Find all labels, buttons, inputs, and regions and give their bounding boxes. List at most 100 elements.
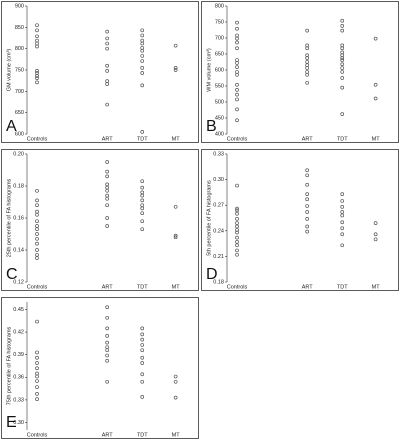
data-point — [35, 209, 39, 214]
x-tick-label: MT — [172, 432, 181, 438]
data-point — [235, 206, 239, 211]
data-point — [105, 182, 110, 187]
y-tick-label: 0.18 — [213, 279, 224, 285]
data-point — [340, 112, 345, 117]
data-point — [373, 221, 378, 225]
y-tick-label: 650 — [215, 51, 224, 57]
data-point — [35, 236, 39, 241]
data-point — [340, 243, 345, 248]
data-point — [105, 224, 110, 228]
y-tick-label: 0.30 — [13, 420, 24, 426]
data-point — [235, 118, 239, 123]
data-point — [140, 227, 145, 232]
data-point — [305, 80, 310, 85]
data-point — [105, 305, 110, 310]
x-tick-label: MT — [372, 136, 381, 142]
data-point — [140, 361, 145, 365]
panel: 600 650 700 750 800 850 900 GM volume (cm³) A Con… — [1, 1, 199, 143]
data-point — [340, 62, 345, 67]
data-point — [340, 220, 345, 225]
data-point — [105, 216, 110, 220]
data-point — [35, 248, 39, 252]
y-tick-label: 900 — [15, 3, 24, 9]
data-point — [140, 45, 145, 50]
data-point — [305, 217, 310, 221]
data-point — [173, 43, 178, 48]
y-tick-label: 0.33 — [13, 397, 24, 403]
data-point — [235, 240, 239, 244]
y-tick-label: 0.24 — [213, 228, 224, 234]
data-point — [340, 232, 345, 237]
data-point — [235, 92, 239, 97]
y-axis-title: 5th percentile of FA histograms — [206, 180, 212, 256]
data-point — [35, 44, 39, 49]
data-point — [235, 107, 239, 112]
data-point — [35, 76, 39, 80]
data-point — [140, 28, 145, 33]
data-point — [235, 46, 239, 51]
y-tick-label: 0.27 — [213, 203, 224, 209]
y-tick-label: 750 — [215, 19, 224, 25]
data-point — [105, 36, 110, 41]
x-tick-label: MT — [372, 284, 381, 290]
data-point — [35, 241, 39, 246]
x-tick-label: ART — [102, 432, 114, 438]
x-tick-label: TDT — [337, 284, 348, 290]
data-point — [305, 66, 310, 70]
data-point — [35, 355, 39, 360]
panel: 0.12 0.14 0.16 0.18 0.20 25th percentile of F… — [1, 149, 199, 291]
x-tick-label: TDT — [137, 136, 148, 142]
data-point — [305, 182, 310, 187]
data-point — [373, 96, 378, 101]
y-tick-label: 0.14 — [13, 247, 24, 253]
data-point — [35, 28, 39, 33]
data-point — [373, 237, 378, 242]
y-tick-label: 0.39 — [13, 352, 24, 358]
data-point — [305, 60, 310, 64]
y-tick-label: 600 — [215, 67, 224, 73]
data-point — [235, 248, 239, 253]
data-point — [35, 188, 39, 193]
data-point — [235, 33, 239, 38]
x-tick-label: Controls — [27, 432, 48, 438]
data-point — [35, 385, 39, 389]
data-point — [105, 185, 110, 190]
data-point — [235, 235, 239, 240]
data-point — [340, 205, 345, 209]
x-tick-label: Controls — [27, 136, 48, 142]
data-point — [35, 392, 39, 396]
data-point — [235, 26, 239, 31]
y-tick-label: 0.45 — [13, 307, 24, 313]
x-tick-label: Controls — [27, 284, 48, 290]
data-point — [35, 252, 39, 257]
data-point — [235, 228, 239, 232]
y-tick-label: 850 — [15, 25, 24, 31]
data-point — [105, 353, 110, 358]
data-point — [105, 334, 110, 338]
data-point — [235, 208, 239, 213]
data-point — [340, 28, 345, 33]
x-tick-label: MT — [172, 136, 181, 142]
data-point — [105, 188, 110, 193]
data-point — [340, 56, 345, 61]
x-tick-label: MT — [172, 284, 181, 290]
data-point — [35, 350, 39, 355]
data-point — [140, 179, 145, 184]
data-point — [105, 193, 110, 198]
data-point — [140, 33, 145, 38]
data-point — [173, 395, 178, 400]
data-point — [105, 358, 110, 363]
y-tick-label: 700 — [215, 35, 224, 41]
panel-border — [201, 149, 399, 291]
y-tick-label: 0.16 — [13, 215, 24, 221]
data-point — [305, 204, 310, 208]
data-point — [35, 41, 39, 46]
x-tick-label: TDT — [137, 432, 148, 438]
data-point — [340, 46, 345, 51]
panel-border — [201, 1, 399, 143]
data-point — [140, 38, 145, 43]
data-point — [35, 38, 39, 43]
panel-letter: B — [206, 118, 217, 135]
data-point — [235, 252, 239, 257]
data-point — [140, 66, 145, 70]
